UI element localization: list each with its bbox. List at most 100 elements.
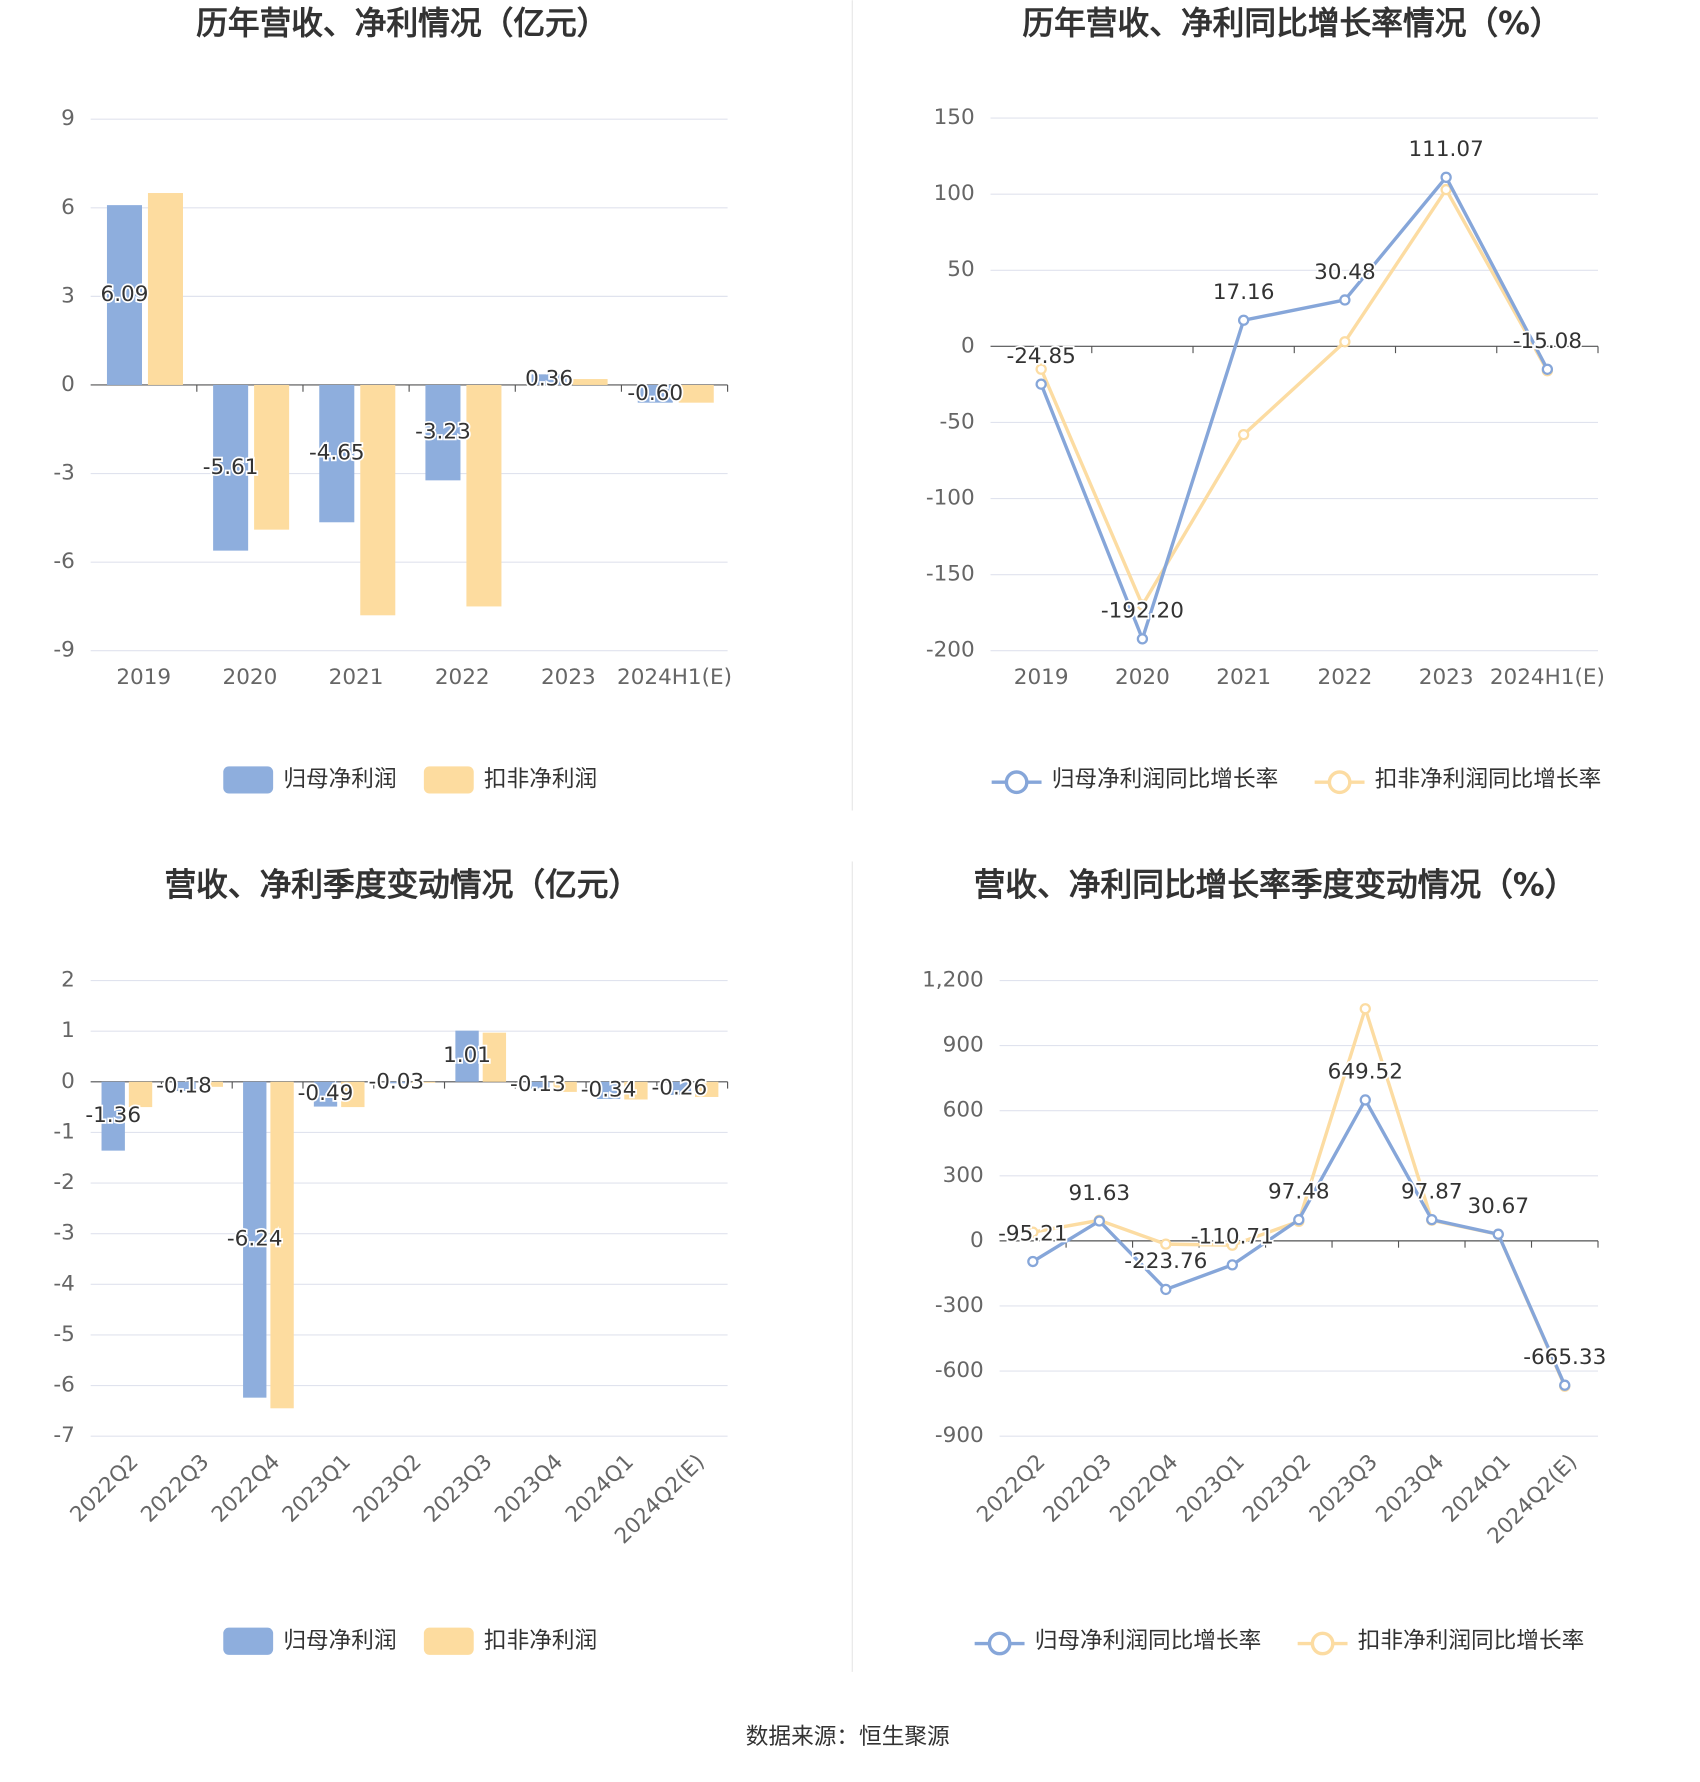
x-tick-label: 2023 bbox=[541, 665, 596, 690]
y-tick-label: 0 bbox=[961, 333, 975, 358]
bar bbox=[199, 1081, 223, 1087]
x-tick-label: 2023Q2 bbox=[1238, 1450, 1316, 1528]
bar bbox=[101, 1081, 125, 1151]
value-label: 97.48 bbox=[1268, 1180, 1330, 1205]
line bbox=[1039, 186, 1549, 609]
line bbox=[1031, 1096, 1567, 1386]
bar bbox=[531, 374, 567, 385]
value-label: -4.65 bbox=[309, 441, 365, 466]
value-label: -223.76 bbox=[1124, 1249, 1207, 1274]
y-tick-label: -900 bbox=[935, 1423, 984, 1448]
y-tick-label: -3 bbox=[53, 461, 74, 486]
bar bbox=[213, 384, 249, 551]
bar bbox=[313, 1081, 338, 1107]
point bbox=[1426, 1213, 1438, 1226]
point bbox=[1359, 1094, 1371, 1106]
y-tick-label: -600 bbox=[935, 1358, 984, 1383]
y-tick-label: -9 bbox=[53, 638, 74, 663]
value-label: -0.26 bbox=[652, 1075, 708, 1100]
x-tick-label: 2022Q3 bbox=[136, 1450, 214, 1528]
y-tick-label: 1,200 bbox=[922, 968, 984, 993]
y-tick-label: -4 bbox=[53, 1271, 74, 1296]
bar bbox=[624, 1081, 648, 1100]
y-tick-label: 1 bbox=[61, 1018, 75, 1043]
legend-label: 归母净利润 bbox=[283, 766, 396, 792]
y-tick-label: 150 bbox=[934, 105, 975, 130]
bar bbox=[482, 1032, 507, 1082]
bar bbox=[319, 384, 355, 523]
value-label: -0.34 bbox=[581, 1077, 637, 1102]
value-label: -24.85 bbox=[1006, 344, 1075, 369]
x-tick-label: 2021 bbox=[1216, 665, 1271, 690]
x-tick-label: 2023Q1 bbox=[1172, 1450, 1250, 1528]
y-tick-label: 50 bbox=[947, 257, 974, 282]
x-tick-label: 2022Q3 bbox=[1039, 1450, 1117, 1528]
bar bbox=[466, 384, 502, 607]
chart-title: 营收、净利季度变动情况（亿元） bbox=[164, 866, 640, 903]
value-label: -110.71 bbox=[1191, 1225, 1274, 1250]
bar bbox=[526, 1081, 550, 1089]
y-tick-label: -50 bbox=[940, 409, 975, 434]
legend-label: 扣非净利润同比增长率 bbox=[1358, 1628, 1585, 1654]
y-tick-label: 600 bbox=[943, 1098, 984, 1123]
legend-label: 扣非净利润 bbox=[484, 1628, 597, 1654]
y-tick-label: -150 bbox=[926, 562, 975, 587]
point bbox=[1293, 1214, 1305, 1226]
value-label: 30.48 bbox=[1314, 260, 1376, 285]
bar bbox=[254, 384, 290, 530]
value-label: -6.24 bbox=[227, 1227, 283, 1252]
legend-swatch bbox=[987, 1631, 1012, 1656]
x-tick-label: 2022 bbox=[1318, 665, 1373, 690]
point bbox=[1359, 1003, 1371, 1015]
x-tick-label: 2020 bbox=[223, 665, 278, 690]
chart-title: 历年营收、净利情况（亿元） bbox=[196, 6, 608, 42]
bar bbox=[637, 384, 673, 403]
value-label: 97.87 bbox=[1401, 1179, 1463, 1204]
chart-title: 营收、净利同比增长率季度变动情况（%） bbox=[974, 866, 1577, 903]
point bbox=[1136, 599, 1149, 611]
bar bbox=[572, 379, 608, 385]
legend-swatch bbox=[423, 1627, 474, 1655]
value-label: -5.61 bbox=[203, 455, 259, 480]
bar bbox=[128, 1081, 153, 1108]
x-tick-label: 2022Q2 bbox=[972, 1450, 1050, 1528]
bar bbox=[270, 1081, 294, 1409]
x-tick-label: 2023Q1 bbox=[278, 1450, 356, 1528]
point bbox=[1440, 171, 1452, 183]
x-tick-label: 2019 bbox=[1014, 665, 1069, 690]
y-tick-label: 0 bbox=[61, 372, 75, 397]
point bbox=[1035, 378, 1047, 390]
x-tick-label: 2022Q4 bbox=[1105, 1450, 1183, 1528]
point bbox=[1492, 1228, 1504, 1240]
value-label: 0.36 bbox=[525, 367, 573, 392]
legend-swatch bbox=[423, 766, 474, 794]
legend-swatch bbox=[1004, 770, 1029, 795]
bar bbox=[455, 1030, 479, 1082]
y-tick-label: -200 bbox=[926, 638, 975, 663]
x-tick-label: 2023Q2 bbox=[349, 1450, 427, 1528]
line bbox=[1039, 174, 1549, 644]
x-tick-label: 2022Q4 bbox=[207, 1450, 285, 1528]
bar bbox=[384, 1081, 408, 1084]
value-label: -0.18 bbox=[156, 1073, 212, 1098]
legend-label: 扣非净利润同比增长率 bbox=[1375, 766, 1602, 792]
x-tick-label: 2023 bbox=[1419, 665, 1474, 690]
x-tick-label: 2023Q4 bbox=[1371, 1450, 1449, 1528]
value-label: -3.23 bbox=[415, 420, 471, 445]
point bbox=[1440, 183, 1452, 196]
legend-label: 归母净利润同比增长率 bbox=[1052, 766, 1279, 792]
value-label: -0.03 bbox=[368, 1070, 424, 1095]
bar bbox=[678, 384, 714, 403]
point bbox=[1027, 1255, 1039, 1268]
legend-swatch bbox=[1327, 770, 1352, 795]
legend-label: 归母净利润同比增长率 bbox=[1035, 1628, 1262, 1654]
point bbox=[1339, 336, 1351, 348]
x-tick-label: 2024H1(E) bbox=[1490, 665, 1605, 690]
bar bbox=[341, 1081, 365, 1108]
chart-title: 历年营收、净利同比增长率情况（%） bbox=[1022, 6, 1561, 42]
point bbox=[1160, 1238, 1172, 1250]
y-tick-label: -300 bbox=[935, 1293, 984, 1318]
x-tick-label: 2023Q4 bbox=[490, 1450, 568, 1528]
point bbox=[1237, 314, 1250, 326]
bar bbox=[106, 205, 142, 385]
